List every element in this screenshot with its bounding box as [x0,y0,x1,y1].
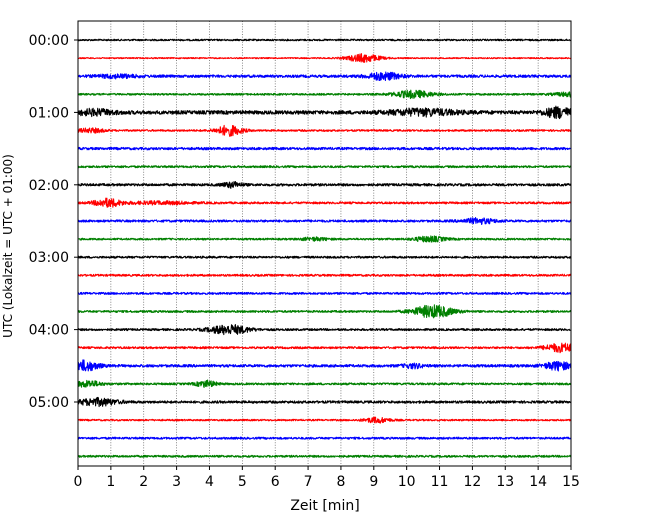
trace-0430 [77,359,572,372]
x-tick-label: 5 [238,474,247,490]
y-tick-label: 00:00 [29,33,69,49]
trace-0330 [77,291,572,295]
x-tick-label: 1 [106,474,115,490]
x-tick-label: 9 [369,474,378,490]
trace-0100 [77,105,572,120]
y-tick-label: 03:00 [29,250,69,266]
trace-0115 [77,124,572,137]
y-tick-label: 01:00 [29,105,69,121]
y-ticks: 00:00 01:00 02:00 03:00 04:00 05:00 [29,33,78,411]
y-axis-label: UTC (Lokalzeit = UTC + 01:00) [1,154,15,338]
trace-0030 [77,71,572,82]
trace-0130 [77,146,572,151]
x-tick-label: 15 [562,474,580,490]
x-tick-label: 8 [336,474,345,490]
trace-0230 [77,217,572,225]
x-tick-label: 2 [139,474,148,490]
trace-0045 [77,89,572,100]
trace-0000 [77,38,572,42]
trace-0500 [77,396,572,408]
trace-0415 [77,342,572,354]
trace-0315 [77,273,572,277]
x-tick-label: 7 [304,474,313,490]
y-tick-label: 05:00 [29,395,69,411]
plot-background [78,21,571,466]
x-axis-label: Zeit [min] [290,498,359,514]
x-tick-label: 4 [205,474,214,490]
x-tick-label: 3 [172,474,181,490]
x-tick-label: 11 [431,474,449,490]
plot-frame [77,20,572,467]
x-tick-label: 6 [271,474,280,490]
trace-0445 [77,379,572,389]
y-tick-label: 02:00 [29,178,69,194]
trace-0015 [77,53,572,63]
trace-0245 [77,235,572,243]
trace-0545 [77,454,572,458]
x-tick-label: 12 [463,474,481,490]
trace-0345 [77,304,572,319]
x-tick-label: 13 [496,474,514,490]
trace-0215 [77,197,572,208]
trace-0515 [77,416,572,424]
x-ticks: 0 1 2 3 4 5 6 7 8 9 10 11 12 13 14 15 [74,466,580,490]
seismograph-traces [77,38,572,458]
trace-0400 [77,324,572,336]
x-tick-label: 0 [74,474,83,490]
x-tick-label: 14 [529,474,547,490]
trace-0300 [77,255,572,259]
trace-0145 [77,165,572,169]
trace-0200 [77,181,572,189]
x-tick-label: 10 [398,474,416,490]
trace-0530 [77,436,572,440]
y-tick-label: 04:00 [29,323,69,339]
